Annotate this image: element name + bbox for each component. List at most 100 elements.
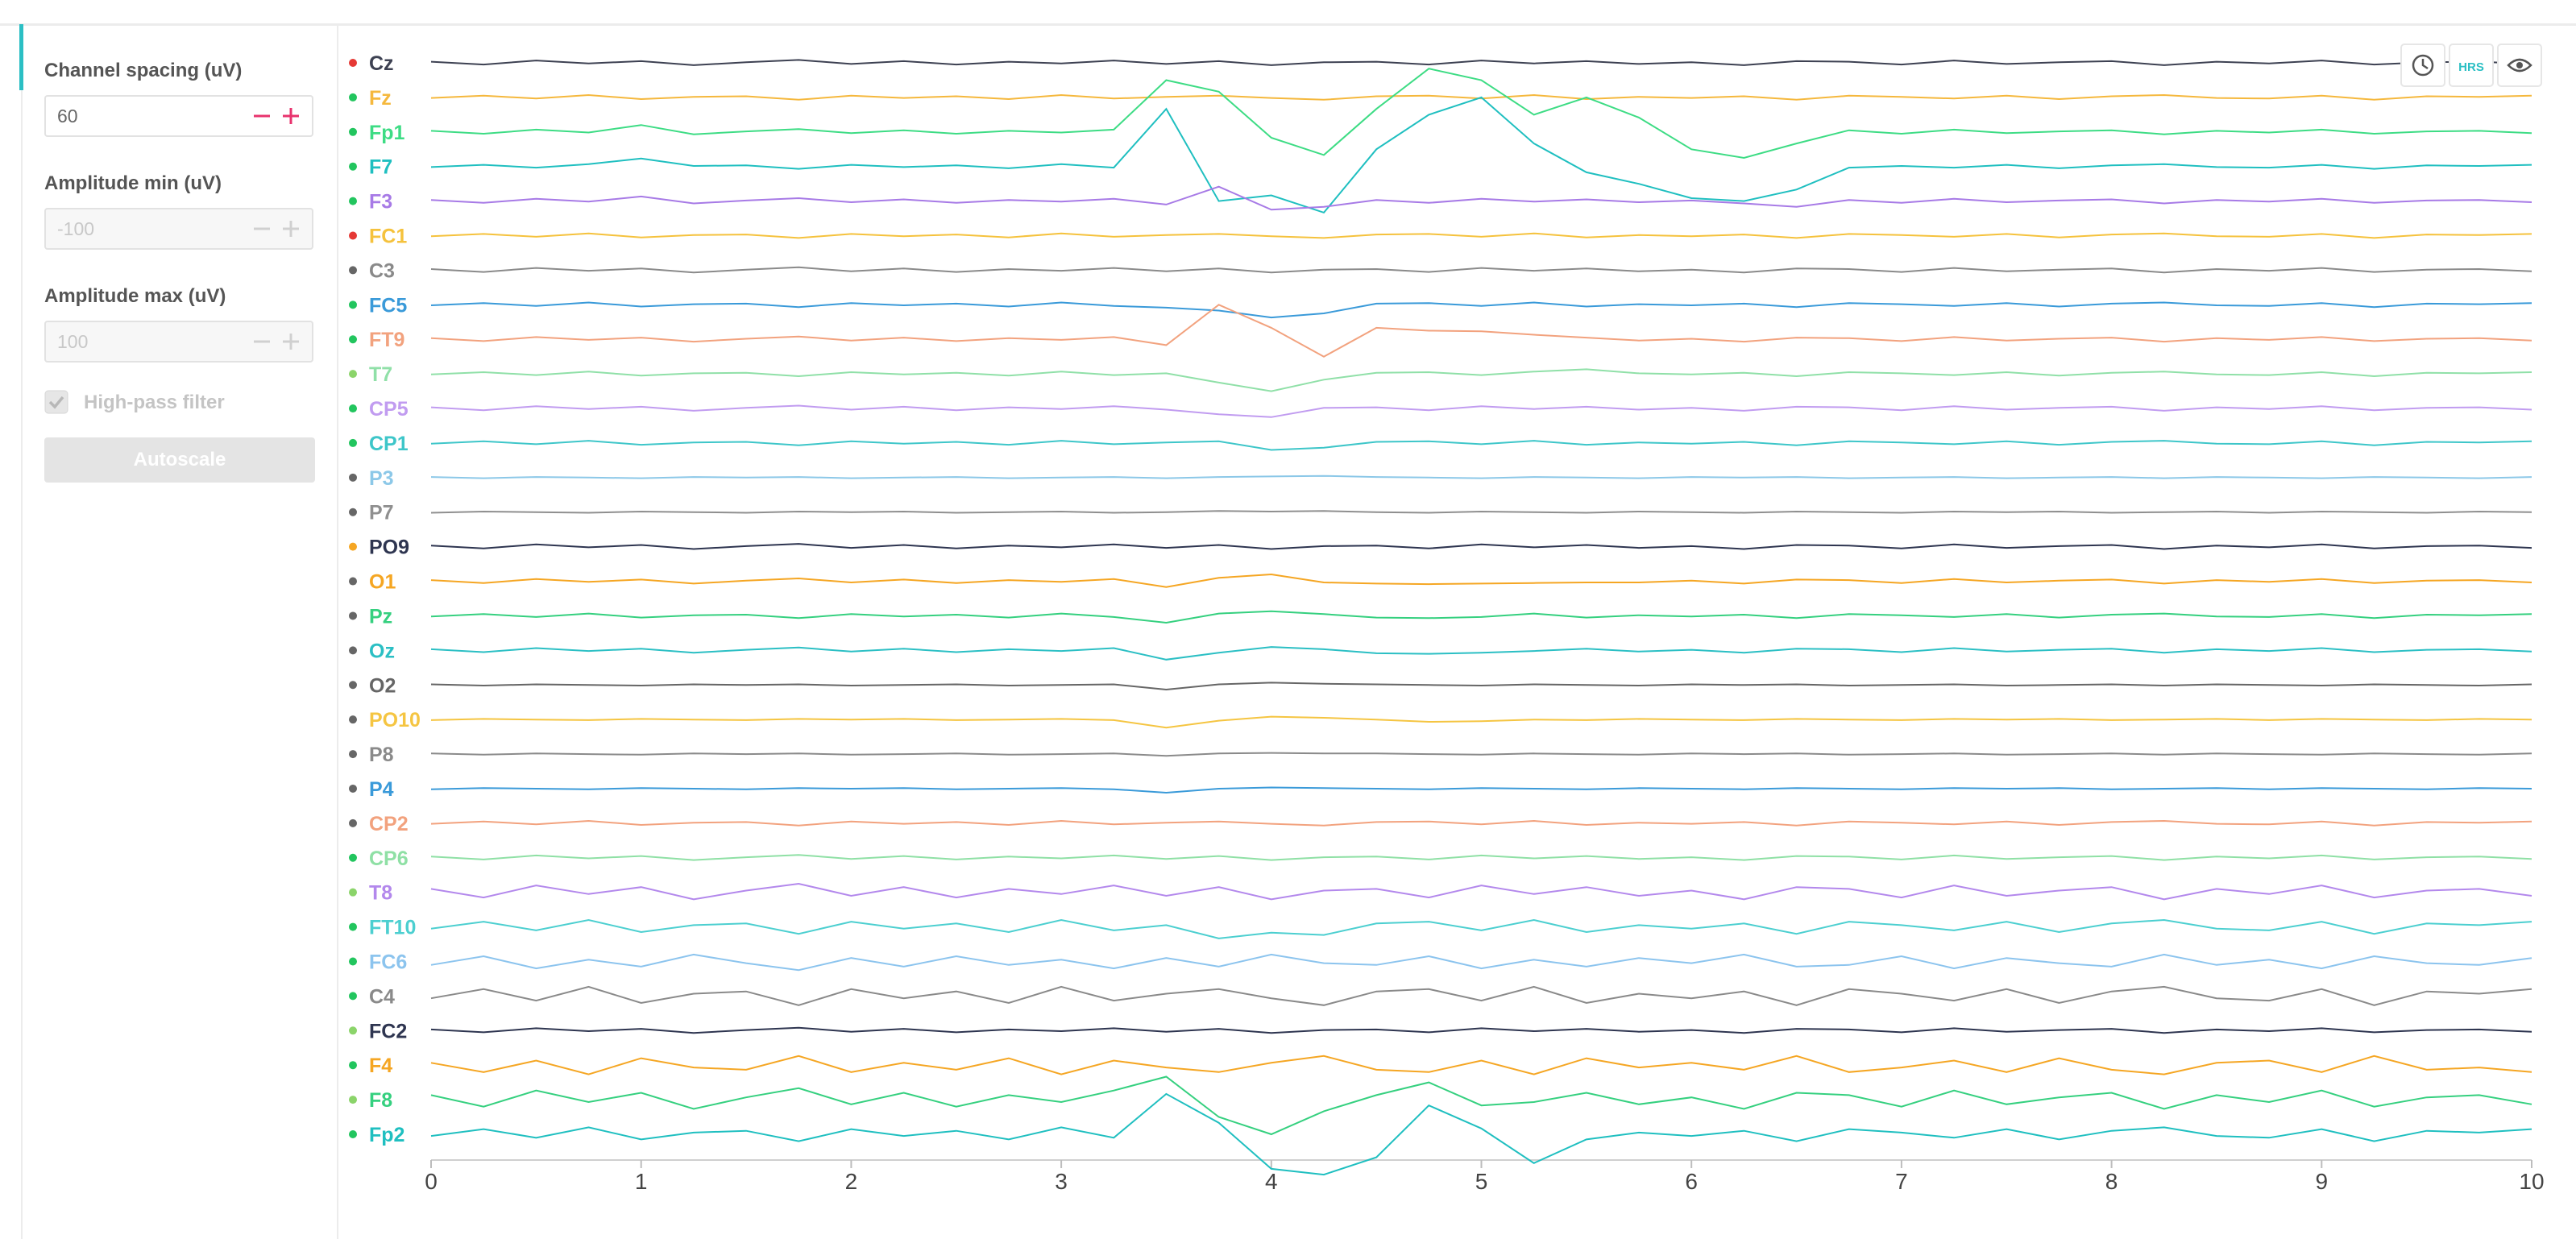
channel-dot [349, 957, 357, 966]
channel-label: PO9 [369, 537, 409, 559]
channel-label: Fp1 [369, 122, 405, 144]
eeg-trace [430, 304, 2532, 358]
eeg-trace [430, 96, 2532, 214]
channel-dot [349, 508, 357, 516]
eeg-trace [430, 266, 2532, 274]
top-border [0, 23, 2576, 26]
eeg-trace [430, 232, 2532, 239]
eeg-trace [430, 573, 2532, 588]
decrement-button [254, 340, 270, 343]
channel-dot [349, 93, 357, 102]
eeg-trace [430, 301, 2532, 319]
checkbox-box [44, 390, 68, 414]
channel-dot [349, 300, 357, 309]
eeg-trace [430, 368, 2532, 392]
channel-dot [349, 750, 357, 759]
eeg-trace [430, 715, 2532, 729]
decrement-button [254, 227, 270, 230]
channel-label: O2 [369, 674, 396, 697]
eeg-trace [430, 93, 2532, 101]
channel-dot [349, 438, 357, 447]
eeg-trace [430, 1026, 2532, 1034]
number-input[interactable]: 60 [44, 95, 313, 137]
eeg-trace [430, 819, 2532, 827]
channel-dot [349, 335, 357, 344]
channel-dot [349, 266, 357, 275]
channel-label: F8 [369, 1089, 392, 1112]
channel-dot [349, 1061, 357, 1070]
x-tick-label: 1 [635, 1169, 648, 1194]
channel-dot [349, 681, 357, 690]
channel-label: P7 [369, 502, 394, 524]
channel-label: FT10 [369, 917, 416, 939]
channel-dot [349, 922, 357, 931]
channel-label: P3 [369, 467, 394, 490]
number-input: -100 [44, 208, 313, 250]
clock-icon [2412, 54, 2434, 77]
channel-label: FC6 [369, 951, 407, 973]
channel-label: PO10 [369, 709, 421, 731]
channel-dot [349, 473, 357, 482]
channel-dot [349, 404, 357, 413]
channel-dot [349, 1026, 357, 1035]
x-tick-label: 6 [1685, 1169, 1698, 1194]
checkbox [44, 390, 68, 414]
channel-label: O1 [369, 571, 396, 594]
eeg-trace [430, 543, 2532, 550]
channel-label: C4 [369, 985, 395, 1008]
control-label: Amplitude max (uV) [44, 285, 226, 307]
eeg-trace [430, 682, 2532, 691]
channel-dot [349, 231, 357, 240]
channel-label: T8 [369, 882, 392, 905]
channel-label: P8 [369, 744, 394, 766]
channel-dot [349, 715, 357, 724]
channel-dot [349, 784, 357, 793]
channel-label: Pz [369, 605, 392, 628]
toolbar-label: HRS [2458, 60, 2484, 74]
x-tick-label: 0 [425, 1169, 438, 1194]
x-tick-label: 4 [1265, 1169, 1278, 1194]
channel-label: Fp2 [369, 1124, 404, 1146]
eeg-trace [430, 610, 2532, 624]
channel-dot [349, 127, 357, 136]
x-tick-label: 3 [1055, 1169, 1068, 1194]
channel-label: P4 [369, 778, 394, 801]
channel-label: CP5 [369, 398, 409, 421]
eeg-trace [430, 854, 2532, 861]
channel-label: F3 [369, 191, 392, 213]
control-label: Amplitude min (uV) [44, 172, 222, 194]
channel-label: Cz [369, 52, 394, 75]
channel-label: C3 [369, 259, 395, 282]
increment-button[interactable] [281, 106, 301, 126]
channel-dot [349, 1096, 357, 1104]
channel-dot [349, 542, 357, 551]
eeg-trace [430, 786, 2532, 794]
eeg-trace [430, 1075, 2532, 1136]
channel-dot [349, 888, 357, 897]
x-tick-label: 10 [2519, 1169, 2544, 1194]
eeg-trace [430, 882, 2532, 901]
channel-label: CP1 [369, 433, 409, 455]
decrement-button[interactable] [252, 106, 272, 126]
channel-dot [349, 197, 357, 205]
eeg-trace [430, 1092, 2532, 1176]
checkmark [48, 396, 64, 409]
channel-label: F4 [369, 1055, 392, 1077]
channel-label: F7 [369, 156, 392, 179]
x-tick-label: 5 [1475, 1169, 1488, 1194]
eeg-trace [430, 1055, 2532, 1075]
channel-label: Fz [369, 87, 392, 110]
eye-icon-pupil [2516, 62, 2523, 68]
eeg-trace [430, 646, 2532, 661]
toolbar-button[interactable] [2449, 44, 2494, 87]
control-label: Channel spacing (uV) [44, 60, 243, 81]
active-accent [19, 24, 23, 90]
channel-dot [349, 611, 357, 620]
channel-label: CP6 [369, 847, 409, 870]
clock-icon-hands [2421, 59, 2429, 70]
number-input: 100 [44, 321, 313, 363]
eeg-trace [430, 985, 2532, 1006]
eeg-trace [430, 918, 2532, 939]
channel-dot [349, 162, 357, 171]
